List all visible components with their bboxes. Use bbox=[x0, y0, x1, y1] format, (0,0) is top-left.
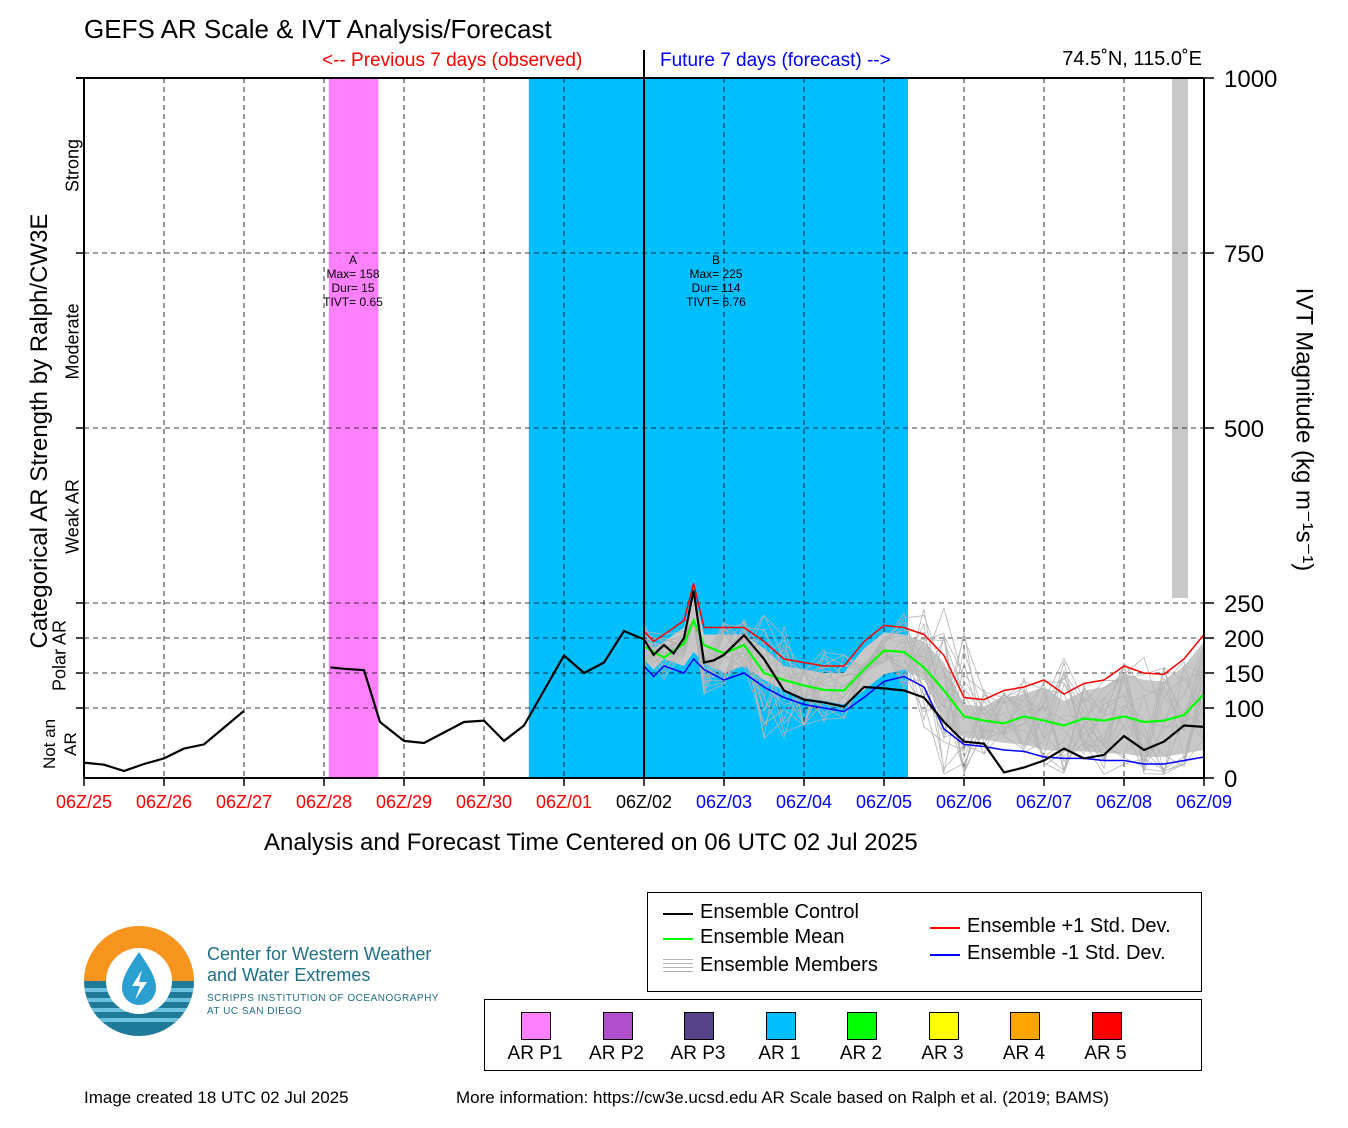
annotation-b-dur: Dur= 114 bbox=[691, 281, 741, 295]
y-tick-label: 1000 bbox=[1224, 66, 1277, 93]
x-tick-label: 06Z/30 bbox=[456, 792, 512, 812]
ar-scale-label: AR P1 bbox=[507, 1043, 563, 1064]
ar-scale-label: AR P2 bbox=[589, 1043, 644, 1064]
ar-scale-swatch bbox=[928, 1012, 959, 1040]
footer-right: More information: https://cw3e.ucsd.edu … bbox=[456, 1088, 1109, 1107]
annotation-a-dur: Dur= 15 bbox=[331, 281, 375, 295]
legend-plus-std-label: Ensemble +1 Std. Dev. bbox=[967, 915, 1171, 937]
legend-members-label: Ensemble Members bbox=[700, 954, 878, 976]
x-tick-label: 06Z/29 bbox=[376, 792, 432, 812]
ar-scale-swatch bbox=[684, 1012, 714, 1040]
annotation-b-tivt: TIVT= 6.76 bbox=[686, 295, 746, 309]
observed-label: <-- Previous 7 days (observed) bbox=[322, 50, 583, 71]
minus-std-line bbox=[643, 657, 1205, 765]
x-tick-label: 06Z/08 bbox=[1096, 792, 1152, 812]
y-tick-label: 100 bbox=[1224, 696, 1264, 723]
logo-mark-icon bbox=[84, 926, 194, 1036]
x-tick-label: 06Z/27 bbox=[216, 792, 272, 812]
x-tick-label: 06Z/07 bbox=[1016, 792, 1072, 812]
ensemble-legend: Ensemble Control Ensemble Mean Ensemble … bbox=[647, 892, 1202, 992]
ar-scale-swatch bbox=[521, 1012, 551, 1040]
category-strong: Strong bbox=[62, 138, 83, 193]
ensemble-member-line bbox=[643, 620, 1205, 774]
category-not-an-2: AR bbox=[61, 732, 80, 756]
logo-line1: Center for Western Weather bbox=[207, 944, 432, 964]
legend-control-label: Ensemble Control bbox=[700, 901, 859, 923]
y-tick-label: 0 bbox=[1224, 766, 1237, 793]
x-axis-label: Analysis and Forecast Time Centered on 0… bbox=[264, 829, 918, 856]
logo-line3: SCRIPPS INSTITUTION OF OCEANOGRAPHY bbox=[207, 993, 439, 1004]
chart-title: GEFS AR Scale & IVT Analysis/Forecast bbox=[84, 14, 552, 44]
category-not-an-1: Not an bbox=[40, 718, 59, 770]
legend-minus-std-swatch bbox=[930, 954, 960, 956]
y-tick-label: 250 bbox=[1224, 591, 1264, 618]
x-tick-label: 06Z/04 bbox=[776, 792, 832, 812]
x-tick-label: 06Z/25 bbox=[56, 792, 112, 812]
annotation-b: B Max= 225 Dur= 114 TIVT= 6.76 bbox=[666, 253, 766, 309]
y-tick-label: 750 bbox=[1224, 241, 1264, 268]
logo-line4: AT UC SAN DIEGO bbox=[207, 1006, 302, 1017]
x-tick-label: 06Z/06 bbox=[936, 792, 992, 812]
ar-scale-swatch bbox=[765, 1012, 796, 1040]
x-tick-label: 06Z/02 bbox=[616, 792, 672, 812]
x-tick-label: 06Z/26 bbox=[136, 792, 192, 812]
right-axis-label: IVT Magnitude (kg m⁻¹s⁻¹) bbox=[1290, 287, 1318, 572]
ensemble-member-line bbox=[643, 608, 1205, 767]
annotation-a-tivt: TIVT= 0.65 bbox=[323, 295, 383, 309]
ensemble-member-line bbox=[643, 619, 1205, 767]
ar-scale-label: AR 4 bbox=[1002, 1043, 1046, 1064]
ar-scale-label: AR 5 bbox=[1084, 1043, 1127, 1064]
ensemble-member-line bbox=[643, 619, 1205, 770]
y-tick-label: 500 bbox=[1224, 416, 1264, 443]
annotation-a-max: Max= 158 bbox=[326, 267, 380, 281]
ensemble-member-line bbox=[643, 619, 1205, 775]
footer-left: Image created 18 UTC 02 Jul 2025 bbox=[84, 1088, 349, 1107]
gray-period bbox=[1172, 78, 1188, 598]
y-tick-label: 200 bbox=[1224, 626, 1264, 653]
ar-scale-label: AR 1 bbox=[758, 1043, 801, 1064]
x-tick-label: 06Z/05 bbox=[856, 792, 912, 812]
legend-mean-label: Ensemble Mean bbox=[700, 926, 845, 948]
legend-minus-std-label: Ensemble -1 Std. Dev. bbox=[967, 942, 1166, 964]
ensemble-member-line bbox=[643, 619, 1205, 773]
forecast-label: Future 7 days (forecast) --> bbox=[660, 50, 891, 71]
ensemble-member-line bbox=[643, 619, 1205, 776]
category-polar-ar: Polar AR bbox=[49, 619, 70, 692]
legend-mean-swatch bbox=[663, 938, 693, 940]
plus-std-line bbox=[643, 583, 1205, 701]
logo-line2: and Water Extremes bbox=[207, 965, 371, 985]
x-tick-label: 06Z/03 bbox=[696, 792, 752, 812]
ar-scale-label: AR 3 bbox=[921, 1043, 964, 1064]
mean-line bbox=[643, 617, 1205, 727]
ar-scale-label: AR P3 bbox=[670, 1043, 726, 1064]
annotation-a-id: A bbox=[348, 253, 357, 267]
ar-scale-legend: AR P1 AR P2 AR P3 AR 1 AR 2 AR 3 AR 4 AR 5 bbox=[484, 999, 1202, 1071]
category-moderate: Moderate bbox=[62, 303, 83, 380]
control-line-1 bbox=[330, 629, 645, 745]
ar-scale-swatch bbox=[602, 1012, 633, 1040]
ensemble-member-line bbox=[643, 619, 1205, 773]
legend-members-swatch bbox=[663, 959, 693, 973]
cw3e-logo bbox=[84, 926, 194, 1036]
ar-scale-swatch bbox=[1091, 1012, 1122, 1040]
control-line-0 bbox=[83, 709, 245, 773]
category-weak-ar: Weak AR bbox=[62, 479, 83, 554]
y-tick-label: 150 bbox=[1224, 661, 1264, 688]
x-tick-label: 06Z/28 bbox=[296, 792, 352, 812]
ar-scale-swatch bbox=[1010, 1012, 1040, 1040]
annotation-b-id: B bbox=[711, 253, 720, 267]
control-line-2 bbox=[643, 590, 1205, 774]
annotation-a: A Max= 158 Dur= 15 TIVT= 0.65 bbox=[303, 253, 403, 309]
ar-scale-label: AR 2 bbox=[839, 1043, 883, 1064]
ar-scale-swatch bbox=[847, 1012, 877, 1040]
annotation-b-max: Max= 225 bbox=[689, 267, 743, 281]
legend-control-swatch bbox=[663, 913, 693, 915]
legend-plus-std-swatch bbox=[930, 927, 960, 929]
ensemble-member-line bbox=[643, 607, 1205, 772]
location-label: 74.5˚N, 115.0˚E bbox=[1062, 48, 1202, 70]
x-tick-label: 06Z/01 bbox=[536, 792, 592, 812]
x-tick-label: 06Z/09 bbox=[1176, 792, 1232, 812]
